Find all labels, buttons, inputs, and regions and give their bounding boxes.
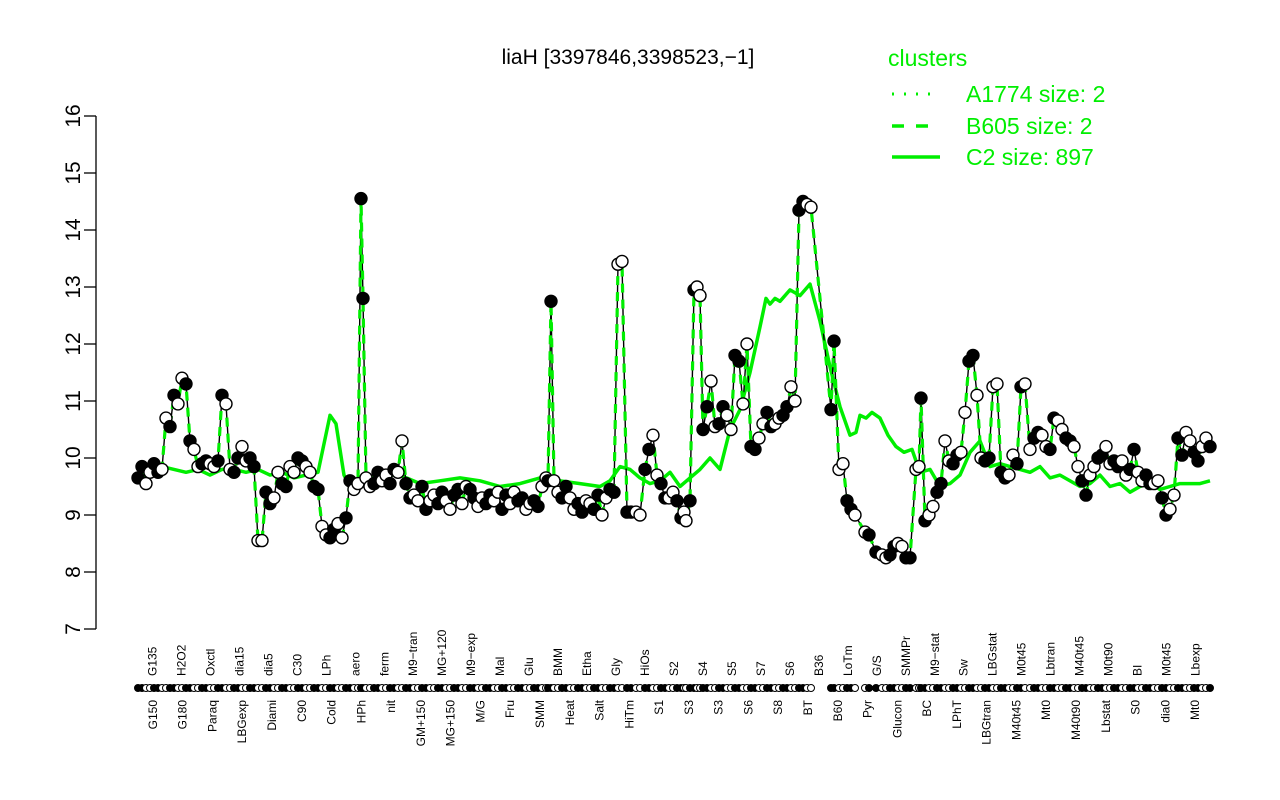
data-points bbox=[131, 191, 1217, 565]
y-tick-label: 9 bbox=[62, 509, 85, 521]
x-tick-label: Pyr bbox=[861, 700, 875, 718]
x-tick-label: M40t45 bbox=[1073, 636, 1087, 676]
x-tick-label: dia15 bbox=[232, 646, 246, 676]
legend-title: clusters bbox=[888, 45, 967, 71]
x-tick-label: C30 bbox=[290, 654, 304, 676]
x-tick-label: M40t45 bbox=[1009, 700, 1023, 740]
x-tick-label: C90 bbox=[295, 700, 309, 722]
x-tick-label: M0t45 bbox=[1160, 642, 1174, 676]
x-tick-label: S4 bbox=[696, 661, 710, 676]
x-tick-label: S0 bbox=[1129, 700, 1143, 715]
y-tick-label: 16 bbox=[62, 104, 85, 127]
x-tick-label: M9−tran bbox=[406, 632, 420, 676]
x-tick-label: S2 bbox=[667, 661, 681, 676]
x-tick-label: Glucon bbox=[890, 700, 904, 738]
x-tick-label: Oxctl bbox=[203, 649, 217, 676]
x-tick-label: LBGstat bbox=[986, 632, 1000, 676]
x-tick-label: Lbtran bbox=[1044, 642, 1058, 676]
x-tick-label: BT bbox=[801, 699, 815, 715]
x-tick-label: B60 bbox=[831, 700, 845, 722]
x-tick-label: S1 bbox=[652, 700, 666, 715]
x-tick-label: SMM bbox=[533, 700, 547, 728]
y-tick-label: 12 bbox=[62, 332, 85, 355]
x-tick-label: SMMPr bbox=[899, 636, 913, 676]
y-tick-label: 11 bbox=[62, 390, 85, 412]
legend-entry-c2: C2 size: 897 bbox=[966, 144, 1094, 170]
x-axis-condition-markers bbox=[134, 684, 1214, 692]
x-tick-label: HiOs bbox=[638, 649, 652, 676]
x-tick-label: LPh bbox=[319, 655, 333, 676]
x-tick-label: Gly bbox=[609, 658, 623, 676]
x-tick-label: Glu bbox=[522, 657, 536, 676]
x-tick-label: S8 bbox=[771, 700, 785, 715]
x-tick-label: dia0 bbox=[1158, 700, 1172, 723]
x-tick-label: G/S bbox=[870, 655, 884, 676]
x-tick-label: MG+120 bbox=[435, 629, 449, 676]
x-tick-label: Lbstat bbox=[1099, 699, 1113, 732]
x-tick-label: Paraq bbox=[205, 700, 219, 732]
y-tick-label: 8 bbox=[62, 566, 85, 578]
x-tick-label: HPh bbox=[354, 700, 368, 723]
c2-cluster-line bbox=[137, 282, 1211, 494]
x-tick-label: LPhT bbox=[950, 699, 964, 728]
x-tick-label: S5 bbox=[725, 661, 739, 676]
x-tick-label: G150 bbox=[146, 700, 160, 730]
legend-entry-b605: B605 size: 2 bbox=[966, 113, 1093, 139]
x-tick-label: M0t90 bbox=[1102, 642, 1116, 676]
x-tick-label: M9−exp bbox=[464, 633, 478, 676]
x-tick-label: Cold bbox=[325, 700, 339, 725]
x-labels-top: G135 H2O2 Oxctl dia15 dia5 C30 LPh aero ferm M9−t… bbox=[146, 629, 1203, 676]
x-tick-label: BI bbox=[1131, 665, 1145, 676]
x-tick-label: G135 bbox=[146, 646, 160, 676]
legend-entry-a1774: A1774 size: 2 bbox=[966, 81, 1105, 107]
x-tick-label: LoTm bbox=[841, 645, 855, 676]
x-tick-label: S6 bbox=[741, 700, 755, 715]
x-tick-label: LBGtran bbox=[980, 700, 994, 745]
x-labels-bottom: G150 G180 Paraq LBGexp Diami C90 Cold HPh nit GM+… bbox=[146, 699, 1202, 746]
x-tick-label: GM+150 bbox=[414, 700, 428, 747]
y-tick-label: 13 bbox=[62, 275, 85, 298]
x-tick-label: G180 bbox=[176, 700, 190, 730]
x-tick-label: aero bbox=[348, 652, 362, 676]
x-tick-label: Sw bbox=[957, 659, 971, 676]
x-tick-label: M/G bbox=[473, 700, 487, 723]
x-tick-label: M0t45 bbox=[1015, 642, 1029, 676]
x-tick-label: Salt bbox=[593, 699, 607, 720]
x-tick-label: Diami bbox=[265, 700, 279, 731]
x-tick-label: Mt0 bbox=[1188, 700, 1202, 720]
x-tick-label: M40t90 bbox=[1069, 700, 1083, 740]
y-tick-label: 14 bbox=[62, 218, 85, 242]
y-axis: 7 8 9 10 11 12 13 14 15 16 bbox=[62, 104, 97, 635]
x-tick-label: MG+150 bbox=[444, 700, 458, 747]
x-tick-label: Fru bbox=[503, 700, 517, 718]
x-tick-label: Mt0 bbox=[1039, 700, 1053, 720]
y-tick-label: 10 bbox=[62, 446, 85, 469]
legend: clusters A1774 size: 2 B605 size: 2 C2 s… bbox=[888, 45, 1105, 170]
y-tick-label: 15 bbox=[62, 161, 85, 184]
x-tick-label: B36 bbox=[812, 654, 826, 676]
x-tick-label: HiTm bbox=[622, 700, 636, 729]
x-tick-label: nit bbox=[384, 699, 398, 712]
x-tick-label: S7 bbox=[754, 661, 768, 676]
x-tick-label: BMM bbox=[551, 648, 565, 676]
x-tick-label: LBGexp bbox=[235, 700, 249, 744]
x-tick-label: Etha bbox=[580, 651, 594, 676]
x-tick-label: dia5 bbox=[261, 653, 275, 676]
x-tick-label: S3 bbox=[712, 700, 726, 715]
chart-title: liaH [3397846,3398523,−1] bbox=[502, 46, 755, 69]
x-tick-label: S6 bbox=[783, 661, 797, 676]
x-tick-label: ferm bbox=[377, 652, 391, 676]
x-tick-label: H2O2 bbox=[175, 644, 189, 676]
x-tick-label: S3 bbox=[682, 700, 696, 715]
x-tick-label: BC bbox=[920, 700, 934, 717]
y-tick-label: 7 bbox=[62, 623, 85, 635]
x-tick-label: Lbexp bbox=[1189, 643, 1203, 676]
x-tick-label: Mal bbox=[493, 657, 507, 676]
x-tick-label: M9−stat bbox=[928, 632, 942, 676]
x-tick-label: Heat bbox=[563, 699, 577, 725]
